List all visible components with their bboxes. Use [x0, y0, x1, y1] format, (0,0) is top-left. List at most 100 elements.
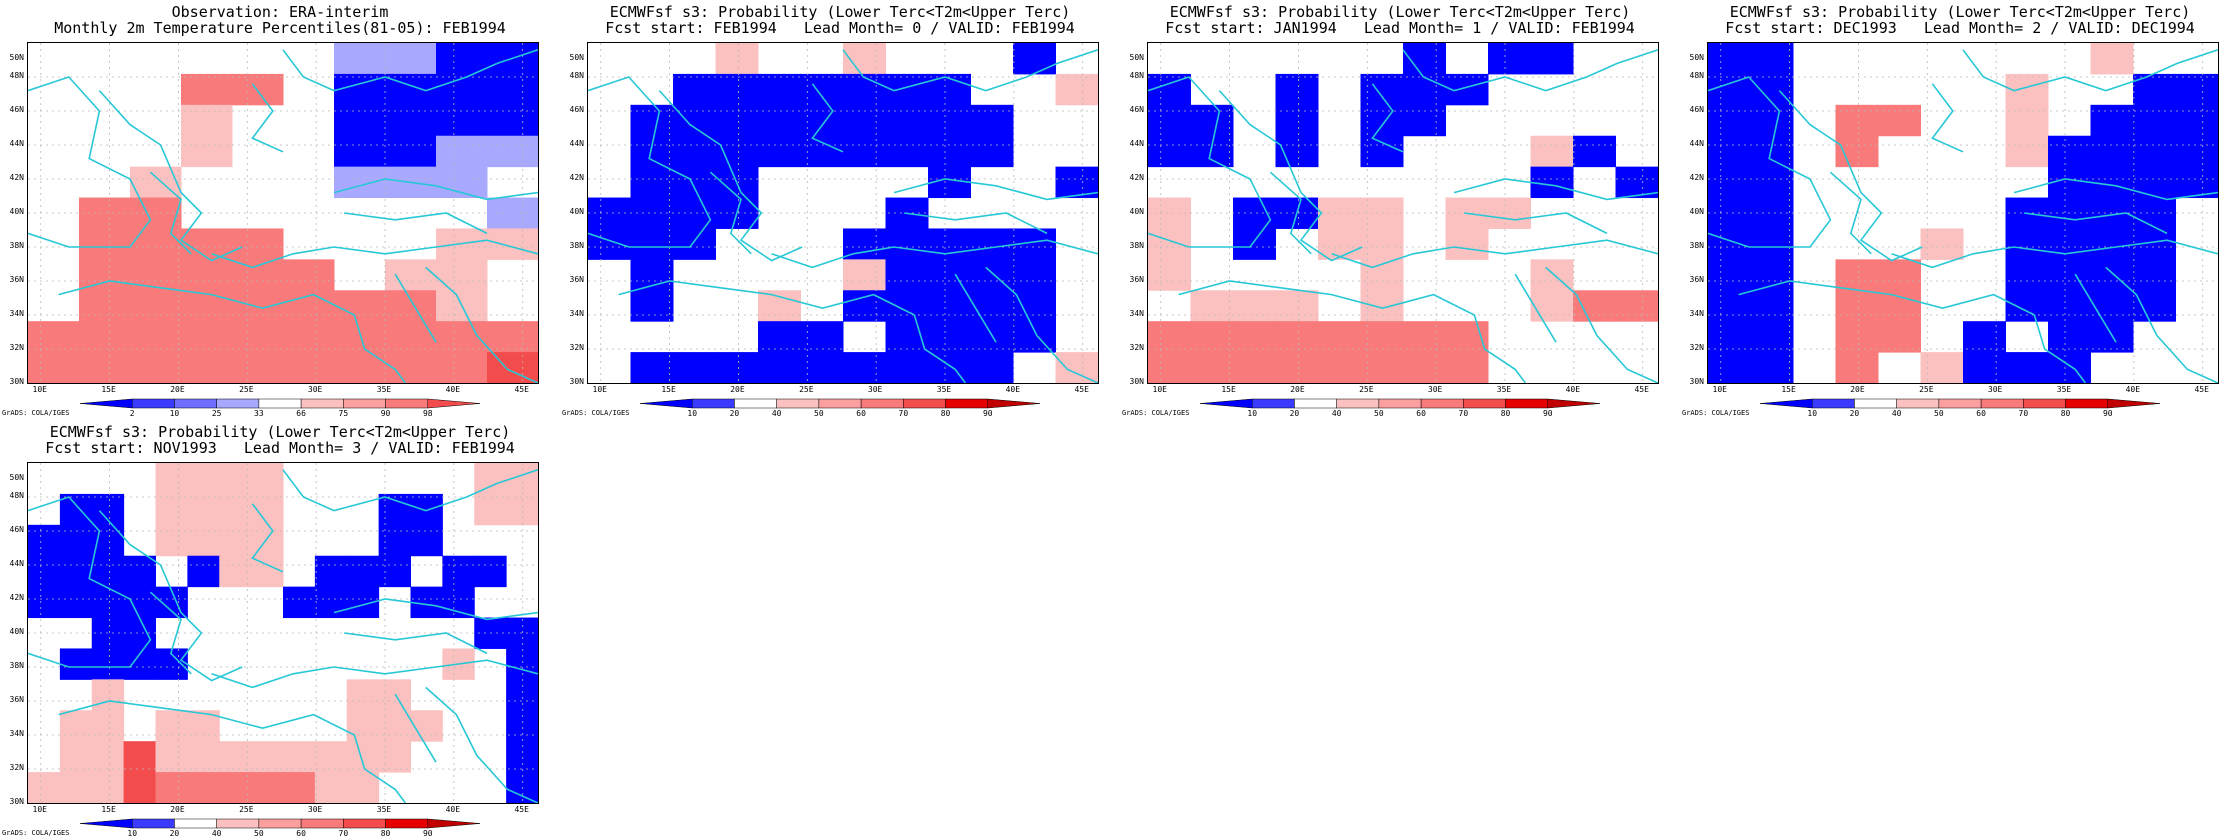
lon-tick-label: 25E — [1359, 385, 1374, 394]
colorbar-swatch — [1294, 398, 1337, 409]
grid-cell — [1275, 321, 1319, 353]
lon-tick-label: 40E — [2125, 385, 2141, 394]
map-panel-2: ECMWFsf s3: Probability (Lower Terc<T2m<… — [560, 0, 1120, 420]
grid-cell — [970, 290, 1014, 322]
lat-tick-label: 50N — [1689, 53, 1704, 62]
grid-cell — [334, 166, 386, 199]
grid-cell — [715, 73, 759, 106]
colorbar-label: 50 — [1934, 409, 1944, 418]
grid-cell — [506, 741, 538, 773]
grid-cell — [181, 290, 233, 322]
grid-cell — [1275, 135, 1319, 168]
grid-cell — [187, 741, 220, 773]
grid-cell — [1403, 104, 1446, 137]
grid-cell — [588, 228, 631, 260]
grid-cell — [1318, 321, 1361, 353]
coastline — [811, 83, 844, 153]
grid-cell — [385, 259, 437, 291]
lat-tick-label: 44N — [1689, 139, 1704, 148]
grid-cell — [334, 290, 386, 322]
colorbar-swatch — [776, 398, 820, 409]
coastline — [1931, 83, 1964, 153]
grid-cell — [885, 290, 929, 322]
grid-cell — [2133, 259, 2176, 291]
colorbar-swatch — [1811, 398, 1855, 409]
grid-cell — [91, 741, 125, 773]
lat-tick-label: 36N — [1129, 275, 1144, 284]
grid-cell — [28, 772, 61, 803]
lon-tick-label: 40E — [445, 385, 461, 394]
colorbar — [640, 398, 1040, 409]
lat-tick-label: 46N — [9, 525, 24, 534]
grid-cell — [130, 290, 182, 322]
grid-cell — [442, 555, 475, 588]
coastline — [28, 496, 152, 668]
lon-tick-label: 10E — [1152, 385, 1167, 394]
grid-cell — [123, 772, 156, 803]
grid-cell — [181, 135, 233, 168]
grid-cell — [1360, 73, 1404, 106]
grid-cell — [2048, 321, 2091, 353]
grid-cell — [91, 772, 125, 803]
coastline — [1514, 273, 1557, 343]
grid-cell — [970, 135, 1014, 168]
grid-cell — [673, 135, 716, 168]
coastline — [149, 591, 192, 675]
colorbar-swatch — [2107, 398, 2160, 409]
lon-tick-label: 30E — [1987, 385, 2003, 394]
grid-cell — [1148, 321, 1191, 353]
grid-cell — [59, 710, 93, 742]
grid-cell — [91, 586, 125, 619]
grid-cell — [2005, 352, 2049, 383]
grid-cell — [715, 135, 759, 168]
grid-cell — [885, 228, 929, 260]
colorbar-label: 90 — [1542, 409, 1553, 418]
grid-cell — [385, 321, 437, 353]
lat-tick-label: 46N — [1689, 105, 1704, 114]
coastline — [425, 266, 538, 383]
grid-cell — [487, 352, 538, 383]
colorbar-swatch — [343, 398, 386, 409]
colorbar-swatch — [131, 818, 175, 829]
colorbar-swatch — [691, 398, 735, 409]
coastline — [251, 83, 284, 153]
map-plot — [1148, 43, 1658, 383]
grid-cell — [928, 104, 971, 137]
grads-credit: GrADS: COLA/IGES — [1122, 409, 1190, 417]
coastline — [2013, 178, 2218, 201]
grid-cell — [928, 352, 971, 383]
grid-cell — [1878, 259, 1921, 291]
grid-cell — [1750, 104, 1794, 137]
grid-cell — [474, 555, 507, 588]
lon-tick-label: 25E — [799, 385, 814, 394]
colorbar-swatch — [1200, 398, 1253, 409]
coastline — [893, 178, 1098, 201]
lat-tick-label: 48N — [569, 71, 584, 80]
grid-cell — [232, 321, 284, 353]
colorbar-swatch — [216, 818, 260, 829]
grid-cell — [1275, 73, 1319, 106]
colorbar-swatch — [1463, 398, 1506, 409]
coastline — [1829, 171, 1872, 255]
grid-cell — [2175, 73, 2218, 106]
panel-title: ECMWFsf s3: Probability (Lower Terc<T2m<… — [1725, 3, 2195, 37]
grid-cell — [219, 555, 252, 588]
grid-cell — [928, 290, 971, 322]
grid-cell — [2133, 290, 2176, 322]
grid-cell — [378, 710, 411, 742]
grid-cell — [1573, 290, 1616, 322]
lon-tick-label: 20E — [730, 385, 745, 394]
map-plot — [28, 463, 538, 803]
coastline — [394, 273, 437, 343]
coastline — [211, 659, 538, 689]
grid-cell — [59, 586, 93, 619]
map-plot — [588, 43, 1098, 383]
grid-cell — [28, 586, 61, 619]
grid-cell — [673, 104, 716, 137]
grid-cell — [2133, 135, 2176, 168]
lat-tick-label: 48N — [1129, 71, 1144, 80]
map-area — [27, 462, 539, 804]
grid-cell — [1148, 352, 1191, 383]
coastline — [1178, 280, 1527, 383]
grid-cell — [155, 710, 188, 742]
